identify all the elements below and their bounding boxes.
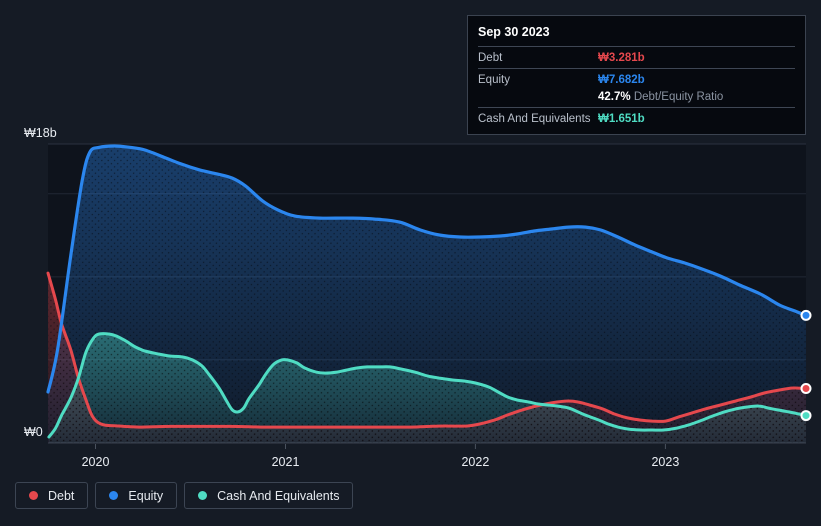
- tooltip-debt-row: Debt ₩3.281b: [478, 46, 795, 66]
- legend-item-debt[interactable]: Debt: [15, 482, 89, 509]
- y-axis-zero-label: ₩0: [24, 425, 43, 439]
- x-tick-label: 2023: [651, 455, 679, 469]
- equity-area-texture: [48, 146, 806, 443]
- legend-equity-label: Equity: [128, 488, 164, 503]
- x-tick-label: 2020: [82, 455, 110, 469]
- legend-item-equity[interactable]: Equity: [95, 482, 178, 509]
- chart-tooltip: Sep 30 2023 Debt ₩3.281b Equity ₩7.682b …: [467, 15, 806, 135]
- tooltip-equity-value: ₩7.682b: [598, 73, 645, 86]
- tooltip-cash-value: ₩1.651b: [598, 112, 645, 125]
- equity-endpoint-marker[interactable]: [800, 309, 812, 321]
- tooltip-cash-label: Cash And Equivalents: [478, 112, 591, 125]
- tooltip-debt-label: Debt: [478, 51, 503, 64]
- tooltip-equity-label: Equity: [478, 73, 510, 86]
- tooltip-equity-row: Equity ₩7.682b: [478, 68, 795, 88]
- tooltip-date: Sep 30 2023: [478, 25, 550, 39]
- debt-area-texture: [48, 273, 806, 443]
- debt-endpoint-marker[interactable]: [800, 382, 812, 394]
- chart-legend: Debt Equity Cash And Equivalents: [15, 482, 354, 509]
- tooltip-ratio-value: 42.7%: [598, 90, 631, 103]
- debt-line: [46, 271, 808, 429]
- y-axis-max-label: ₩18b: [24, 126, 57, 140]
- x-tick-label: 2022: [461, 455, 489, 469]
- tooltip-debt-value: ₩3.281b: [598, 51, 645, 64]
- debt-equity-history-chart[interactable]: ₩18b ₩0 2020 2021 2022 2023: [0, 0, 821, 475]
- equity-line: [46, 144, 808, 394]
- x-axis: 2020 2021 2022 2023: [82, 444, 679, 469]
- x-tick-label: 2021: [272, 455, 300, 469]
- legend-cash-label: Cash And Equivalents: [217, 488, 340, 503]
- tooltip-ratio-label: Debt/Equity Ratio: [633, 90, 724, 103]
- cash-dot-icon: [198, 491, 208, 500]
- legend-debt-label: Debt: [48, 488, 75, 503]
- cash-line: [47, 332, 808, 439]
- cash-area-texture: [48, 333, 806, 443]
- tooltip-ratio-row: 42.7% Debt/Equity Ratio: [478, 88, 795, 105]
- debt-dot-icon: [29, 491, 38, 500]
- equity-dot-icon: [109, 491, 119, 500]
- cash-endpoint-marker[interactable]: [800, 410, 812, 422]
- legend-item-cash[interactable]: Cash And Equivalents: [184, 482, 354, 509]
- tooltip-cash-row: Cash And Equivalents ₩1.651b: [478, 107, 795, 127]
